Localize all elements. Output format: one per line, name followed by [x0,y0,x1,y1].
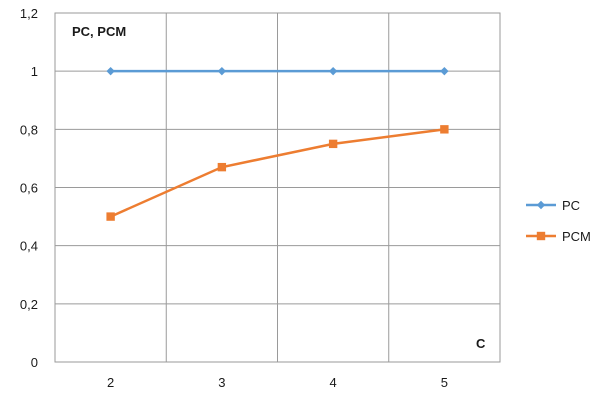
x-tick-label: 5 [441,375,448,390]
y-tick-label: 0,2 [20,297,38,312]
data-point-pc [217,66,227,76]
y-tick-labels: 0 0,2 0,4 0,6 0,8 1 1,2 [20,6,38,370]
x-axis-title: C [476,336,486,351]
legend-item-pcm: PCM [526,229,591,244]
y-tick-label: 0,6 [20,181,38,196]
y-tick-label: 0,8 [20,122,38,137]
x-tick-label: 2 [107,375,114,390]
series-layer [106,66,449,221]
x-tick-labels: 2 3 4 5 [107,375,448,390]
y-tick-label: 1,2 [20,6,38,21]
y-tick-label: 1 [31,64,38,79]
data-point-pc [106,66,115,76]
x-tick-label: 4 [330,375,337,390]
legend-item-pc: PC [526,198,580,213]
series-pc [106,66,449,76]
data-point-pcm [440,125,449,134]
x-tick-label: 3 [218,375,225,390]
legend-label: PCM [562,229,591,244]
legend-swatch-marker [536,200,546,210]
data-point-pcm [328,139,338,149]
legend-label: PC [562,198,580,213]
data-point-pc [440,66,449,76]
y-axis-title: PC, PCM [72,24,126,39]
y-tick-label: 0,4 [20,239,38,254]
data-point-pc [328,66,338,76]
data-point-pcm [217,162,227,172]
legend-swatch-marker [536,231,546,241]
data-point-pcm [106,212,115,221]
legend: PC PCM [526,198,591,244]
y-tick-label: 0 [31,355,38,370]
grid-lines [55,13,500,362]
series-pcm [106,125,449,221]
series-line-pcm [110,128,445,218]
